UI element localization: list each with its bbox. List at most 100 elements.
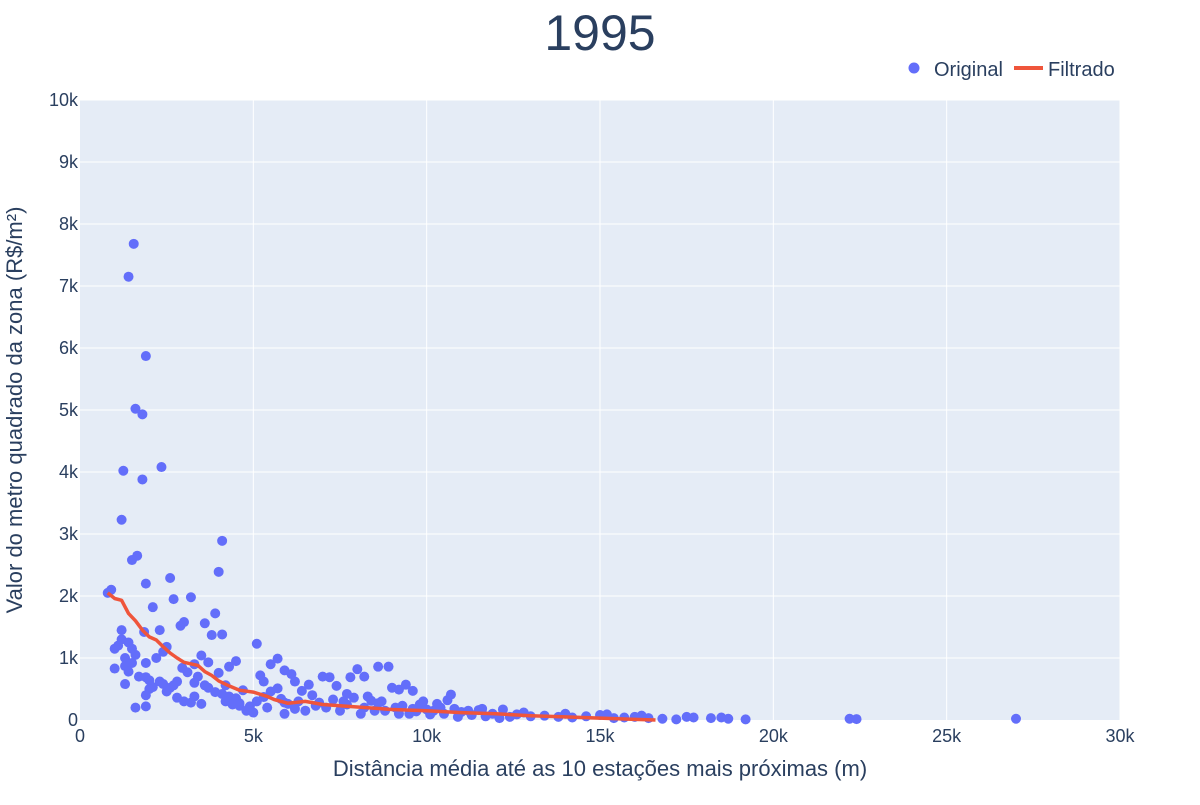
data-point[interactable] <box>705 713 716 724</box>
data-point[interactable] <box>185 592 196 603</box>
data-point[interactable] <box>128 238 139 249</box>
data-point[interactable] <box>130 702 141 713</box>
y-tick-label: 7k <box>59 276 79 296</box>
data-point[interactable] <box>137 474 148 485</box>
data-point[interactable] <box>851 714 862 725</box>
data-point[interactable] <box>1011 713 1021 724</box>
data-point[interactable] <box>210 608 221 619</box>
data-point[interactable] <box>147 602 158 613</box>
x-tick-label: 20k <box>759 726 789 746</box>
data-point[interactable] <box>400 679 411 690</box>
data-point[interactable] <box>168 594 179 605</box>
data-point[interactable] <box>109 663 120 674</box>
data-point[interactable] <box>120 653 131 663</box>
data-point[interactable] <box>213 667 224 678</box>
data-point[interactable] <box>234 700 245 711</box>
data-point[interactable] <box>445 689 456 700</box>
data-point[interactable] <box>213 566 224 577</box>
data-point[interactable] <box>359 671 370 682</box>
data-point[interactable] <box>251 638 262 649</box>
data-point[interactable] <box>140 690 151 701</box>
data-point[interactable] <box>262 702 273 713</box>
data-point[interactable] <box>217 629 228 640</box>
data-point[interactable] <box>118 465 129 476</box>
y-tick-label: 9k <box>59 152 79 172</box>
y-tick-label: 2k <box>59 586 79 606</box>
data-point[interactable] <box>130 649 141 660</box>
data-point[interactable] <box>140 701 151 712</box>
data-point[interactable] <box>452 711 463 722</box>
data-point[interactable] <box>244 701 255 712</box>
data-point[interactable] <box>362 691 373 702</box>
data-point[interactable] <box>373 661 384 672</box>
data-point[interactable] <box>172 676 183 687</box>
data-point[interactable] <box>296 685 307 696</box>
data-point[interactable] <box>116 625 127 636</box>
data-point[interactable] <box>383 661 394 672</box>
data-point[interactable] <box>116 514 127 525</box>
data-point[interactable] <box>289 703 300 714</box>
data-point[interactable] <box>258 676 269 687</box>
data-point[interactable] <box>127 657 137 668</box>
data-point[interactable] <box>137 409 148 420</box>
data-point[interactable] <box>272 653 283 664</box>
data-point[interactable] <box>286 669 297 680</box>
data-point[interactable] <box>196 650 207 661</box>
data-point[interactable] <box>123 271 134 282</box>
y-tick-label: 4k <box>59 462 79 482</box>
data-point[interactable] <box>120 679 131 690</box>
data-point[interactable] <box>348 692 359 703</box>
data-point[interactable] <box>279 708 290 719</box>
data-point[interactable] <box>407 685 418 696</box>
data-point[interactable] <box>716 712 727 723</box>
data-point[interactable] <box>324 672 335 683</box>
data-point[interactable] <box>165 573 176 584</box>
data-point[interactable] <box>172 692 183 703</box>
data-point[interactable] <box>151 653 162 663</box>
data-point[interactable] <box>300 705 311 716</box>
data-point[interactable] <box>376 696 387 707</box>
data-point[interactable] <box>217 535 228 546</box>
data-point[interactable] <box>140 351 151 362</box>
data-point[interactable] <box>740 714 751 725</box>
data-point[interactable] <box>345 672 356 683</box>
x-tick-label: 5k <box>244 726 264 746</box>
data-point[interactable] <box>393 684 404 695</box>
data-point[interactable] <box>177 662 188 673</box>
data-point[interactable] <box>206 630 217 641</box>
data-point[interactable] <box>156 462 167 473</box>
data-point[interactable] <box>196 698 207 709</box>
filtrado-line[interactable] <box>106 591 656 722</box>
data-point[interactable] <box>352 664 363 675</box>
data-point[interactable] <box>331 680 342 691</box>
data-point[interactable] <box>203 657 214 668</box>
data-point[interactable] <box>497 704 508 715</box>
legend[interactable]: Original Filtrado <box>908 59 1115 81</box>
data-point[interactable] <box>199 618 210 629</box>
data-point[interactable] <box>132 550 143 561</box>
y-tick-label: 5k <box>59 400 79 420</box>
data-point[interactable] <box>289 676 300 687</box>
data-point[interactable] <box>130 403 141 414</box>
y-axis-ticks: 0 1k 2k 3k 4k 5k 6k 7k 8k 9k 10k <box>49 90 79 730</box>
data-point[interactable] <box>123 666 134 677</box>
data-point[interactable] <box>418 696 429 707</box>
data-point[interactable] <box>265 659 276 670</box>
data-point[interactable] <box>681 711 692 722</box>
data-point[interactable] <box>231 656 241 667</box>
data-point[interactable] <box>192 671 203 682</box>
data-point[interactable] <box>307 690 318 701</box>
data-point[interactable] <box>140 578 151 589</box>
data-point[interactable] <box>328 694 339 705</box>
data-point[interactable] <box>303 679 314 690</box>
data-point[interactable] <box>179 617 189 628</box>
data-point[interactable] <box>224 661 235 672</box>
data-point[interactable] <box>671 714 682 725</box>
data-point[interactable] <box>657 713 668 724</box>
data-point[interactable] <box>140 657 151 668</box>
data-point[interactable] <box>272 683 283 694</box>
data-point[interactable] <box>355 708 366 719</box>
data-point[interactable] <box>154 625 165 636</box>
data-point[interactable] <box>335 705 345 716</box>
